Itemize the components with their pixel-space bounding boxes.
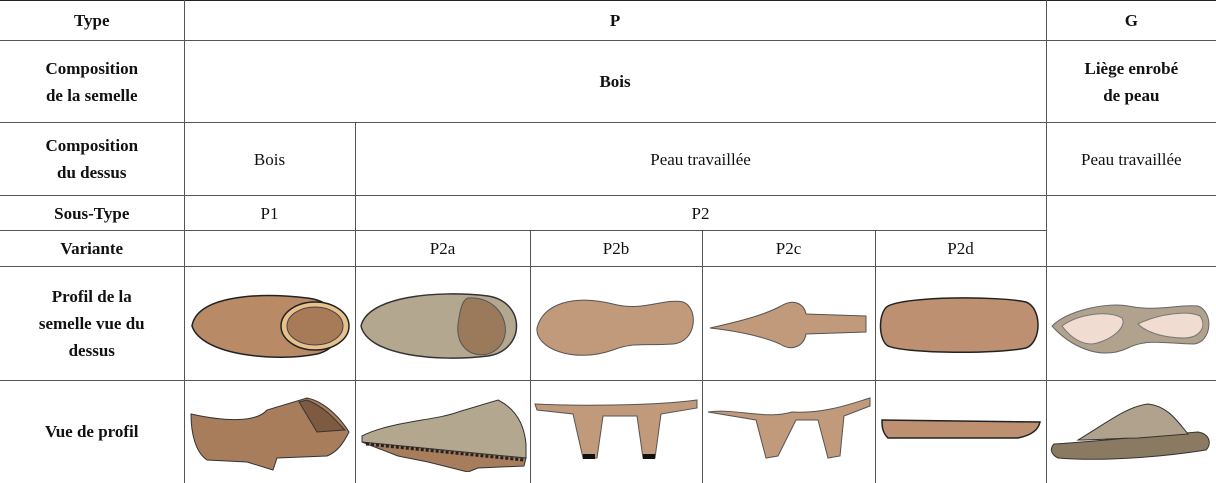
cell: Liège enrobé de peau: [1045, 40, 1216, 123]
cell: [183, 380, 356, 483]
side-p2b: [534, 399, 698, 459]
text: P2a: [429, 239, 456, 258]
cell: [354, 380, 531, 483]
sole-top-p2d: [879, 296, 1039, 353]
cell: [183, 266, 356, 381]
side-p2d: [880, 418, 1041, 439]
cell: P2c: [701, 230, 876, 267]
sole-top-p1: [190, 294, 350, 358]
cell: Peau travaillée: [354, 122, 1047, 196]
text: Profil de la: [51, 287, 132, 306]
cell: [354, 266, 531, 381]
cell: Peau travaillée: [1045, 122, 1216, 196]
cell: P: [183, 0, 1047, 41]
text: Type: [73, 11, 110, 30]
row: Composition du dessus Bois Peau travaillé…: [0, 122, 1216, 196]
cell: [529, 266, 703, 381]
side-p2a: [361, 399, 527, 472]
row: Vue de profil: [0, 380, 1216, 483]
text: Bois: [253, 149, 286, 169]
side-p1: [189, 397, 350, 471]
text: P: [609, 11, 621, 30]
row-label: Vue de profil: [0, 380, 185, 483]
row: Sous-Type P1 P2: [0, 195, 1216, 267]
cell: [874, 380, 1047, 483]
text: Peau travaillée: [650, 149, 751, 169]
cell: P2b: [529, 230, 703, 267]
side-p2c: [707, 397, 870, 459]
text: de la semelle: [45, 85, 138, 105]
row: Type P G: [0, 0, 1216, 41]
cell: P2: [354, 195, 1047, 231]
sole-top-g: [1051, 304, 1210, 353]
cell: [1045, 266, 1216, 381]
text: P2d: [947, 239, 974, 258]
text: Bois: [599, 72, 631, 91]
row-label: Type: [0, 0, 185, 41]
cell: [701, 266, 876, 381]
sole-top-p2c: [709, 301, 866, 348]
row-label: Sous-Type: [0, 195, 185, 231]
cell: [701, 380, 876, 483]
row-label: Variante: [0, 230, 185, 267]
cell: P2d: [874, 230, 1047, 267]
text: P2c: [775, 239, 802, 258]
text: P1: [260, 203, 279, 223]
row: Variante P2a P2b P2c P2d: [0, 230, 1216, 267]
text: Variante: [60, 239, 124, 258]
text: du dessus: [57, 163, 127, 182]
side-g: [1051, 403, 1211, 460]
cell: Bois: [183, 122, 356, 196]
text: P2: [691, 203, 710, 223]
sole-top-p2a: [359, 292, 517, 359]
cell: [1045, 380, 1216, 483]
row: Composition de la semelle Bois Liège enro…: [0, 40, 1216, 123]
cell: [529, 380, 703, 483]
text: Composition: [45, 58, 139, 78]
row-label: Composition de la semelle: [0, 40, 185, 123]
cell: Bois: [183, 40, 1047, 123]
text: G: [1124, 11, 1138, 30]
text: semelle vue du: [38, 314, 145, 333]
cell: G: [1045, 0, 1216, 41]
text: Liège enrobé: [1084, 58, 1179, 78]
cell: P1: [183, 195, 356, 231]
row: Profil de la semelle vue du dessus: [0, 266, 1216, 381]
row-label: Profil de la semelle vue du dessus: [0, 266, 185, 381]
cell: [874, 266, 1047, 381]
text: Sous-Type: [54, 203, 130, 223]
text: Composition: [45, 136, 139, 155]
row-label: Composition du dessus: [0, 122, 185, 196]
cell: [1045, 195, 1216, 267]
text: Vue de profil: [44, 422, 139, 442]
sole-top-p2b: [536, 299, 694, 356]
text: Peau travaillée: [1081, 149, 1182, 169]
cell: P2a: [354, 230, 531, 267]
text: P2b: [602, 239, 630, 258]
text: dessus: [68, 341, 115, 360]
text: de peau: [1103, 85, 1160, 105]
cell: [183, 230, 356, 267]
